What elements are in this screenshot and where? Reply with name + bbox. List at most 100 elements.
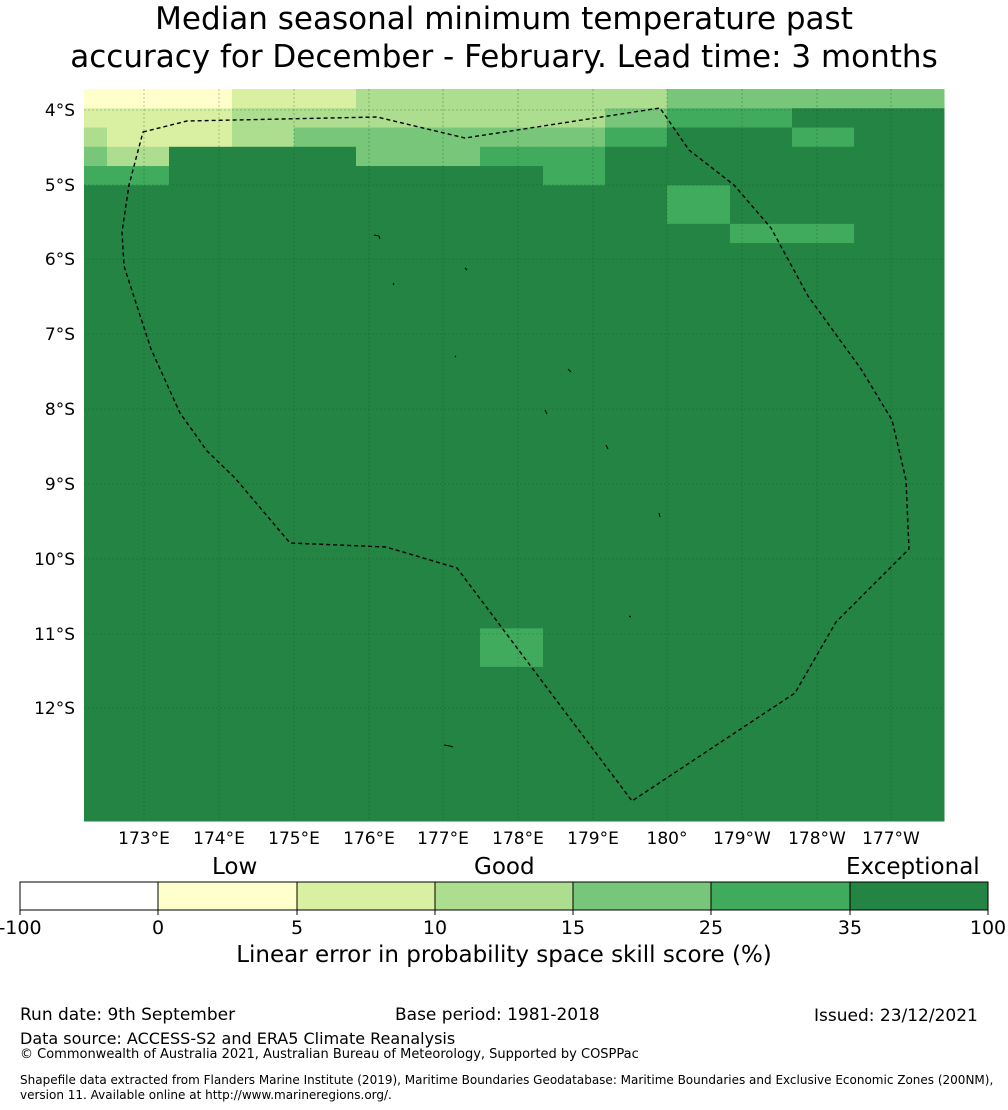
grid-cell <box>854 609 918 629</box>
latitude-label: 8°S <box>45 400 75 420</box>
grid-cell <box>543 666 606 687</box>
grid-cell <box>84 801 108 822</box>
grid-cell <box>107 416 170 437</box>
colorbar-label: Linear error in probability space skill … <box>236 942 772 968</box>
grid-cell <box>232 801 295 822</box>
grid-cell <box>232 724 295 745</box>
grid-cell <box>107 300 170 321</box>
grid-cell <box>605 281 668 302</box>
grid-cell <box>667 512 731 533</box>
grid-cell <box>294 724 357 745</box>
grid-cell <box>107 89 170 109</box>
grid-cell <box>232 146 295 167</box>
grid-cell <box>107 455 170 475</box>
grid-cell <box>356 589 419 610</box>
grid-cell <box>169 455 233 475</box>
grid-cell <box>667 127 731 148</box>
colorbar-box <box>157 881 298 911</box>
latitude-label: 4°S <box>45 101 75 121</box>
grid-cell <box>169 686 233 706</box>
grid-cell <box>730 397 793 417</box>
grid-cell <box>480 204 544 225</box>
grid-cell <box>480 243 544 263</box>
grid-cell <box>543 377 606 398</box>
grid-cell <box>356 801 419 822</box>
grid-cell <box>480 686 544 706</box>
grid-cell <box>792 609 855 629</box>
grid-cell <box>792 377 855 398</box>
grid-cell <box>418 743 481 764</box>
grid-cell <box>480 358 544 379</box>
grid-cell <box>294 320 357 340</box>
grid-cell <box>792 493 855 514</box>
colorbar-box <box>19 881 159 911</box>
grid-cell <box>543 339 606 360</box>
grid-cell <box>418 532 481 552</box>
grid-cell <box>418 416 481 437</box>
grid-cell <box>667 320 731 340</box>
grid-cell <box>730 416 793 437</box>
grid-cell <box>667 666 731 687</box>
grid-cell <box>667 705 731 726</box>
grid-cell <box>792 166 855 186</box>
grid-cell <box>543 647 606 668</box>
colorbar-tick-label: 15 <box>561 917 585 939</box>
grid-cell <box>792 628 855 649</box>
grid-cell <box>480 801 544 822</box>
grid-cell <box>356 474 419 495</box>
grid-cell <box>107 493 170 514</box>
grid-cell <box>917 89 945 109</box>
copyright: © Commonwealth of Australia 2021, Austra… <box>20 1047 639 1062</box>
grid-cell <box>730 204 793 225</box>
grid-cell <box>792 204 855 225</box>
island <box>392 282 395 286</box>
grid-cell <box>107 589 170 610</box>
colorbar-ticks: -100 0 5 10 15 25 35 100 <box>0 910 1006 939</box>
grid-cell <box>730 127 793 148</box>
shapefile-credit-line-1: Shapefile data extracted from Flanders M… <box>20 1073 994 1087</box>
grid-cell <box>667 243 731 263</box>
grid-cell <box>480 89 544 109</box>
grid-cell <box>605 493 668 514</box>
grid-cell <box>917 686 945 706</box>
grid-cell <box>667 628 731 649</box>
grid-cell <box>294 146 357 167</box>
grid-cell <box>232 339 295 360</box>
grid-cell <box>730 108 793 129</box>
colorbar-tick-label: -100 <box>0 917 42 939</box>
grid-cell <box>356 166 419 186</box>
grid-cell <box>107 705 170 726</box>
grid-cell <box>107 397 170 417</box>
grid-cell <box>232 763 295 783</box>
grid-cell <box>605 397 668 417</box>
grid-cell <box>418 146 481 167</box>
grid-cell <box>792 647 855 668</box>
grid-cell <box>730 166 793 186</box>
grid-cell <box>792 724 855 745</box>
grid-cell <box>543 782 606 803</box>
grid-cell <box>917 763 945 783</box>
grid-cell <box>917 204 945 225</box>
grid-cell <box>232 551 295 572</box>
grid-cell <box>854 166 918 186</box>
grid-cell <box>356 763 419 783</box>
grid-cell <box>792 801 855 822</box>
grid-cell <box>917 300 945 321</box>
grid-cell <box>84 262 108 283</box>
grid-cell <box>854 127 918 148</box>
map-title: Median seasonal minimum temperature past… <box>0 0 1008 76</box>
grid-cell <box>730 223 793 244</box>
grid-cell <box>232 223 295 244</box>
longitude-label: 179°W <box>713 829 771 849</box>
grid-cell <box>294 377 357 398</box>
grid-cell <box>667 743 731 764</box>
grid-cell <box>232 416 295 437</box>
grid-cell <box>480 281 544 302</box>
grid-cell <box>854 512 918 533</box>
grid-cell <box>792 589 855 610</box>
grid-cell <box>84 281 108 302</box>
latitude-label: 12°S <box>34 699 75 719</box>
grid-cell <box>107 512 170 533</box>
grid-cell <box>667 377 731 398</box>
grid-cell <box>605 339 668 360</box>
